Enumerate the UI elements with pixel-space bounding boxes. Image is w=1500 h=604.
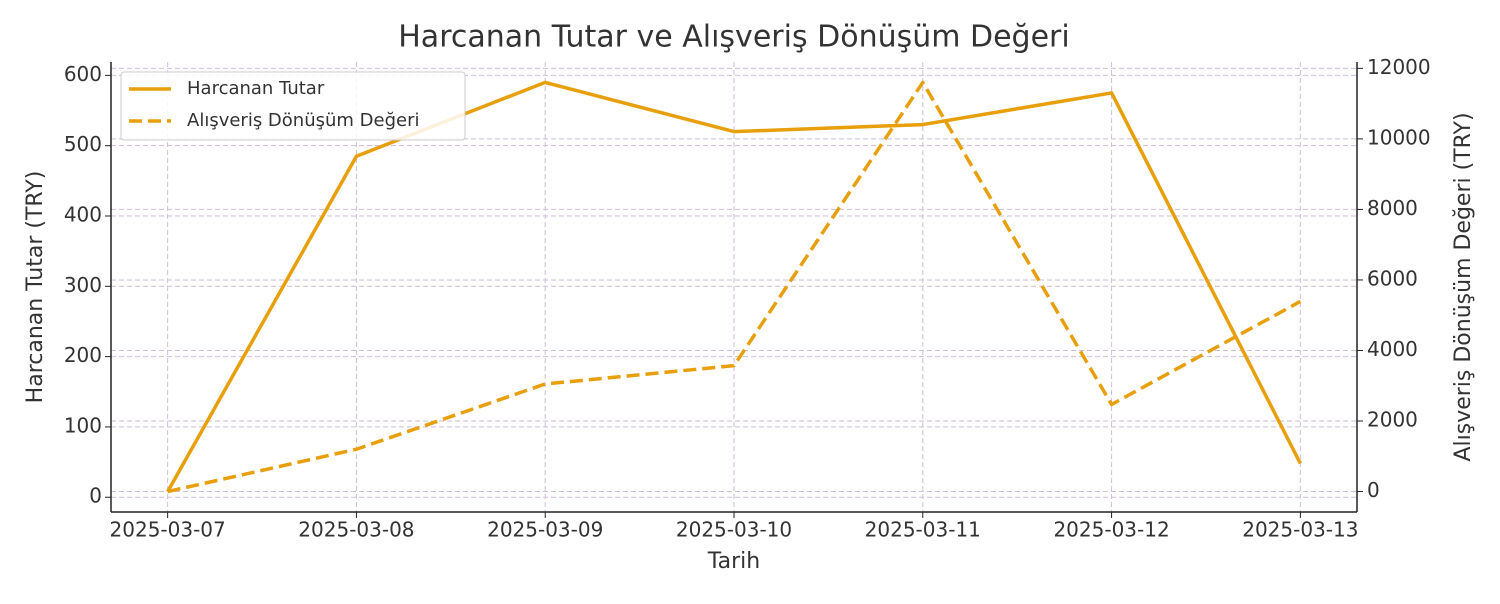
legend-box (120, 71, 466, 141)
y2-tick-label: 2000 (1367, 408, 1418, 432)
y2-tick-label: 6000 (1367, 266, 1418, 290)
y-tick-label: 0 (89, 484, 102, 508)
legend-label: Alışveriş Dönüşüm Değeri (187, 110, 420, 131)
y-tick-label: 500 (64, 132, 102, 156)
y2-axis-label: Alışveriş Dönüşüm Değeri (TRY) (1451, 112, 1476, 461)
x-tick-label: 2025-03-13 (1242, 518, 1358, 542)
y-tick-label: 300 (64, 273, 102, 297)
y-tick-label: 100 (64, 413, 102, 437)
y-tick-label: 400 (64, 202, 102, 226)
x-tick-label: 2025-03-12 (1053, 518, 1169, 542)
series-line (167, 80, 1302, 494)
x-axis-label: Tarih (707, 549, 760, 574)
y-tick-label: 600 (64, 62, 102, 86)
x-tick-label: 2025-03-11 (865, 518, 981, 542)
series-line (166, 80, 1302, 493)
y2-tick-label: 8000 (1367, 196, 1418, 220)
y2-tick-label: 4000 (1367, 337, 1418, 361)
legend-label: Harcanan Tutar (187, 78, 325, 99)
x-tick-label: 2025-03-10 (676, 518, 792, 542)
y-tick-label: 200 (64, 343, 102, 367)
x-tick-label: 2025-03-07 (110, 518, 226, 542)
y2-tick-label: 10000 (1367, 125, 1431, 149)
chart-title: Harcanan Tutar ve Alışveriş Dönüşüm Değe… (398, 20, 1069, 55)
x-tick-label: 2025-03-09 (487, 518, 603, 542)
x-tick-label: 2025-03-08 (298, 518, 414, 542)
y2-tick-label: 12000 (1367, 55, 1431, 79)
y-axis-label: Harcanan Tutar (TRY) (23, 171, 48, 404)
y2-tick-label: 0 (1367, 478, 1380, 502)
